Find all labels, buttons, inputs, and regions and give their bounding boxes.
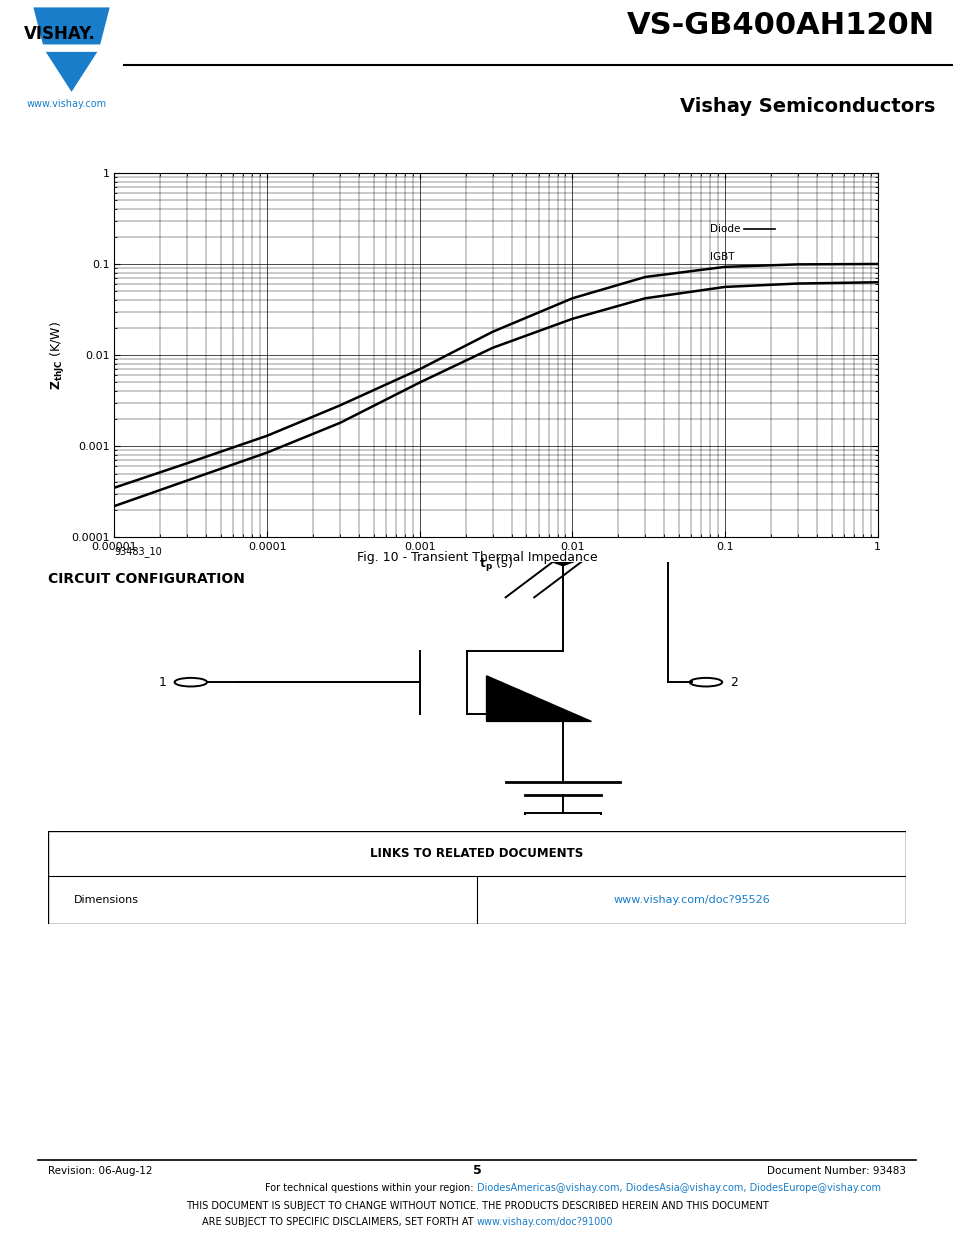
Text: Vishay Semiconductors: Vishay Semiconductors: [679, 98, 934, 116]
Text: For technical questions within your region:: For technical questions within your regi…: [265, 1183, 476, 1193]
Text: www.vishay.com/doc?95526: www.vishay.com/doc?95526: [613, 894, 769, 905]
Text: 93483_10: 93483_10: [114, 546, 162, 557]
Text: DiodesAmericas@vishay.com, DiodesAsia@vishay.com, DiodesEurope@vishay.com: DiodesAmericas@vishay.com, DiodesAsia@vi…: [476, 1183, 880, 1193]
Text: 1: 1: [159, 676, 167, 689]
Text: 2: 2: [729, 676, 737, 689]
Text: 5: 5: [472, 1165, 481, 1177]
Polygon shape: [46, 52, 97, 91]
Polygon shape: [33, 7, 110, 44]
Text: LINKS TO RELATED DOCUMENTS: LINKS TO RELATED DOCUMENTS: [370, 847, 583, 860]
Text: Revision: 06-Aug-12: Revision: 06-Aug-12: [48, 1166, 152, 1176]
Text: VS-GB400AH120N: VS-GB400AH120N: [626, 11, 934, 40]
Text: CIRCUIT CONFIGURATION: CIRCUIT CONFIGURATION: [48, 572, 244, 587]
Text: Diode: Diode: [709, 225, 740, 235]
Text: Document Number: 93483: Document Number: 93483: [766, 1166, 905, 1176]
Y-axis label: $\mathbf{Z_{thJC}}$ (K/W): $\mathbf{Z_{thJC}}$ (K/W): [49, 321, 67, 389]
Text: Fig. 10 - Transient Thermal Impedance: Fig. 10 - Transient Thermal Impedance: [356, 551, 597, 564]
Text: THIS DOCUMENT IS SUBJECT TO CHANGE WITHOUT NOTICE. THE PRODUCTS DESCRIBED HEREIN: THIS DOCUMENT IS SUBJECT TO CHANGE WITHO…: [186, 1202, 767, 1212]
Polygon shape: [486, 676, 591, 721]
Text: ARE SUBJECT TO SPECIFIC DISCLAIMERS, SET FORTH AT: ARE SUBJECT TO SPECIFIC DISCLAIMERS, SET…: [202, 1218, 477, 1228]
Text: 5: 5: [597, 844, 604, 856]
Text: VISHAY.: VISHAY.: [24, 25, 95, 43]
Polygon shape: [515, 548, 610, 566]
Text: 3: 3: [520, 844, 528, 856]
Text: Dimensions: Dimensions: [73, 894, 138, 905]
X-axis label: $\mathbf{t_p}$ (s): $\mathbf{t_p}$ (s): [478, 556, 513, 574]
Text: IGBT: IGBT: [709, 252, 734, 262]
Text: www.vishay.com/doc?91000: www.vishay.com/doc?91000: [476, 1218, 613, 1228]
Text: www.vishay.com: www.vishay.com: [27, 99, 107, 109]
